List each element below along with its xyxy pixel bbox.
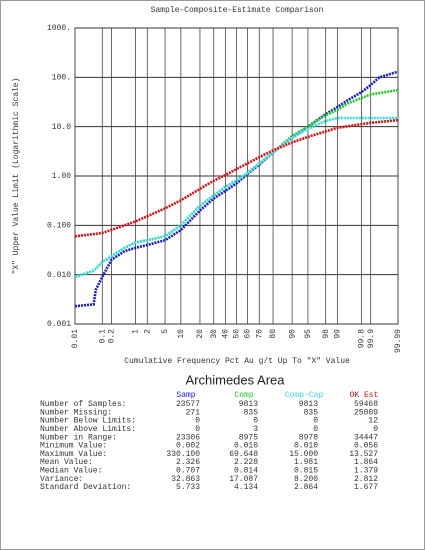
y-tick-label: 0.001	[47, 320, 71, 329]
cell-value: 4.134	[234, 483, 258, 492]
x-tick-label: 99.8	[358, 329, 367, 348]
cell-value: 2.228	[234, 458, 258, 467]
x-tick-label: 50	[233, 329, 242, 339]
cell-value: 1.981	[294, 458, 318, 467]
x-tick-label: 99.99	[394, 329, 403, 353]
cell-value: 0.814	[234, 467, 258, 476]
y-axis-label: "X" Upper Value Limit (Logarithmic Scale…	[12, 78, 21, 275]
x-tick-label: 0.1	[98, 329, 107, 344]
table-title: Archimedes Area	[186, 372, 286, 387]
cell-value: 1.864	[354, 458, 378, 467]
row-label: Number in Range:	[40, 433, 117, 442]
cell-value: 2.864	[294, 483, 318, 492]
x-tick-label: 0.2	[108, 329, 117, 344]
x-tick-label: 95	[304, 329, 313, 339]
chart-title: Sample-Composite-Estimate Comparison	[151, 6, 324, 15]
x-tick-label: 10	[177, 329, 186, 339]
cell-value: 0.707	[176, 467, 200, 476]
cell-value: 835	[244, 408, 259, 417]
y-tick-label: 1.00	[52, 172, 71, 181]
cell-value: 0	[253, 417, 258, 426]
cell-value: 15.000	[289, 450, 318, 459]
cell-value: 9813	[299, 400, 318, 409]
x-tick-label: 70	[255, 329, 264, 339]
cell-value: 0	[195, 417, 200, 426]
cell-value: 0.815	[294, 467, 318, 476]
cell-value: 3	[253, 425, 258, 434]
x-tick-label: 60	[244, 329, 253, 339]
cell-value: 23306	[176, 433, 200, 442]
y-tick-label: 100.	[52, 73, 71, 82]
y-tick-label: 1000.	[47, 24, 71, 33]
cell-value: 25009	[354, 408, 378, 417]
cell-value: 2.812	[354, 475, 378, 484]
row-label: Median Value:	[40, 467, 102, 476]
legend-entry: Comp-Cap	[285, 391, 324, 400]
cell-value: 0.002	[176, 442, 200, 451]
x-tick-label: 99	[334, 329, 343, 339]
x-tick-label: 2	[143, 329, 152, 334]
cell-value: 17.087	[229, 475, 258, 484]
x-tick-label: 99.9	[367, 329, 376, 348]
x-axis-label: Cumulative Frequency Pct Au g/t Up To "X…	[124, 357, 350, 366]
x-tick-label: 0.01	[71, 329, 80, 348]
x-tick-label: 20	[196, 329, 205, 339]
x-tick-label: 90	[288, 329, 297, 339]
cell-value: 0	[313, 417, 318, 426]
row-label: Maximum Value:	[40, 450, 107, 459]
cell-value: 69.648	[229, 450, 258, 459]
cell-value: 23577	[176, 400, 200, 409]
cell-value: 0.010	[234, 442, 258, 451]
cell-value: 8.200	[294, 475, 318, 484]
series-line	[74, 118, 399, 238]
legend-entry: Comp	[234, 391, 253, 400]
series-line	[74, 116, 398, 279]
cell-value: 9813	[239, 400, 258, 409]
x-tick-label: 80	[269, 329, 278, 339]
cell-value: 0	[373, 425, 378, 434]
cell-value: 8978	[299, 433, 318, 442]
cell-value: 0.010	[294, 442, 318, 451]
cell-value: 1.379	[354, 467, 378, 476]
row-label: Number Above Limits:	[40, 425, 136, 434]
cell-value: 12	[368, 417, 378, 426]
row-label: Number of Samples:	[40, 400, 126, 409]
cell-value: 13.527	[349, 450, 378, 459]
cell-value: 271	[186, 408, 201, 417]
y-tick-label: 0.100	[47, 221, 71, 230]
row-label: Mean Value:	[40, 458, 93, 467]
cell-value: 0	[313, 425, 318, 434]
cell-value: 32.863	[171, 475, 200, 484]
x-tick-label: 5	[161, 329, 170, 334]
row-label: Minimum Value:	[40, 442, 107, 451]
cell-value: 59468	[354, 400, 378, 409]
y-tick-label: 0.010	[47, 271, 71, 280]
legend-entry: OK Est	[350, 391, 379, 400]
cell-value: 8975	[239, 433, 258, 442]
x-tick-label: 40	[222, 329, 231, 339]
y-tick-label: 10.0	[52, 123, 71, 132]
cell-value: 5.733	[176, 483, 200, 492]
cell-value: 0	[195, 425, 200, 434]
legend-entry: Samp	[176, 391, 195, 400]
series-line	[74, 70, 399, 308]
row-label: Number Below Limits:	[40, 417, 136, 426]
x-tick-label: 98	[322, 329, 331, 339]
cell-value: 330.100	[166, 450, 200, 459]
cell-value: 0.056	[354, 442, 378, 451]
cell-value: 2.326	[176, 458, 200, 467]
cell-value: 1.677	[354, 483, 378, 492]
row-label: Standard Deviation:	[40, 483, 131, 492]
row-label: Variance:	[40, 475, 83, 484]
x-tick-label: 30	[210, 329, 219, 339]
cell-value: 835	[304, 408, 319, 417]
row-label: Number Missing:	[40, 408, 112, 417]
cell-value: 34447	[354, 433, 378, 442]
x-tick-label: 1	[132, 329, 141, 334]
